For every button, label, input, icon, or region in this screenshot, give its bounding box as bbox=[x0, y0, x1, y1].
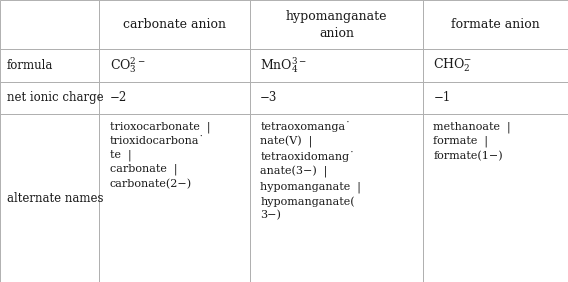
Text: $\mathregular{CO_3^{2-}}$: $\mathregular{CO_3^{2-}}$ bbox=[110, 56, 145, 75]
Bar bbox=[99, 49, 250, 82]
Bar bbox=[250, 0, 423, 49]
Text: methanoate  |
formate  |
formate(1−): methanoate | formate | formate(1−) bbox=[433, 121, 511, 161]
Text: hypomanganate
anion: hypomanganate anion bbox=[286, 10, 387, 40]
Text: $\mathregular{CHO_2^{-}}$: $\mathregular{CHO_2^{-}}$ bbox=[433, 57, 473, 74]
Bar bbox=[423, 82, 568, 114]
Bar bbox=[423, 49, 568, 82]
Text: carbonate anion: carbonate anion bbox=[123, 18, 226, 31]
Bar bbox=[0, 49, 99, 82]
Bar bbox=[250, 82, 423, 114]
Text: tetraoxomanga˙
nate(V)  |
tetraoxidomang˙
anate(3−)  |
hypomanganate  |
hypomang: tetraoxomanga˙ nate(V) | tetraoxidomang˙… bbox=[260, 121, 361, 220]
Bar bbox=[0, 114, 99, 282]
Bar bbox=[250, 49, 423, 82]
Text: trioxocarbonate  |
trioxidocarbona˙
te  |
carbonate  |
carbonate(2−): trioxocarbonate | trioxidocarbona˙ te | … bbox=[110, 121, 210, 189]
Text: $\mathregular{MnO_4^{3-}}$: $\mathregular{MnO_4^{3-}}$ bbox=[260, 56, 307, 75]
Text: formate anion: formate anion bbox=[451, 18, 540, 31]
Bar bbox=[423, 0, 568, 49]
Text: alternate names: alternate names bbox=[7, 191, 103, 205]
Text: −3: −3 bbox=[260, 91, 278, 105]
Bar bbox=[250, 114, 423, 282]
Text: formula: formula bbox=[7, 59, 53, 72]
Text: −2: −2 bbox=[110, 91, 127, 105]
Bar bbox=[0, 0, 99, 49]
Text: net ionic charge: net ionic charge bbox=[7, 91, 103, 105]
Bar bbox=[99, 82, 250, 114]
Bar bbox=[99, 0, 250, 49]
Bar bbox=[0, 82, 99, 114]
Text: −1: −1 bbox=[433, 91, 450, 105]
Bar bbox=[99, 114, 250, 282]
Bar bbox=[423, 114, 568, 282]
